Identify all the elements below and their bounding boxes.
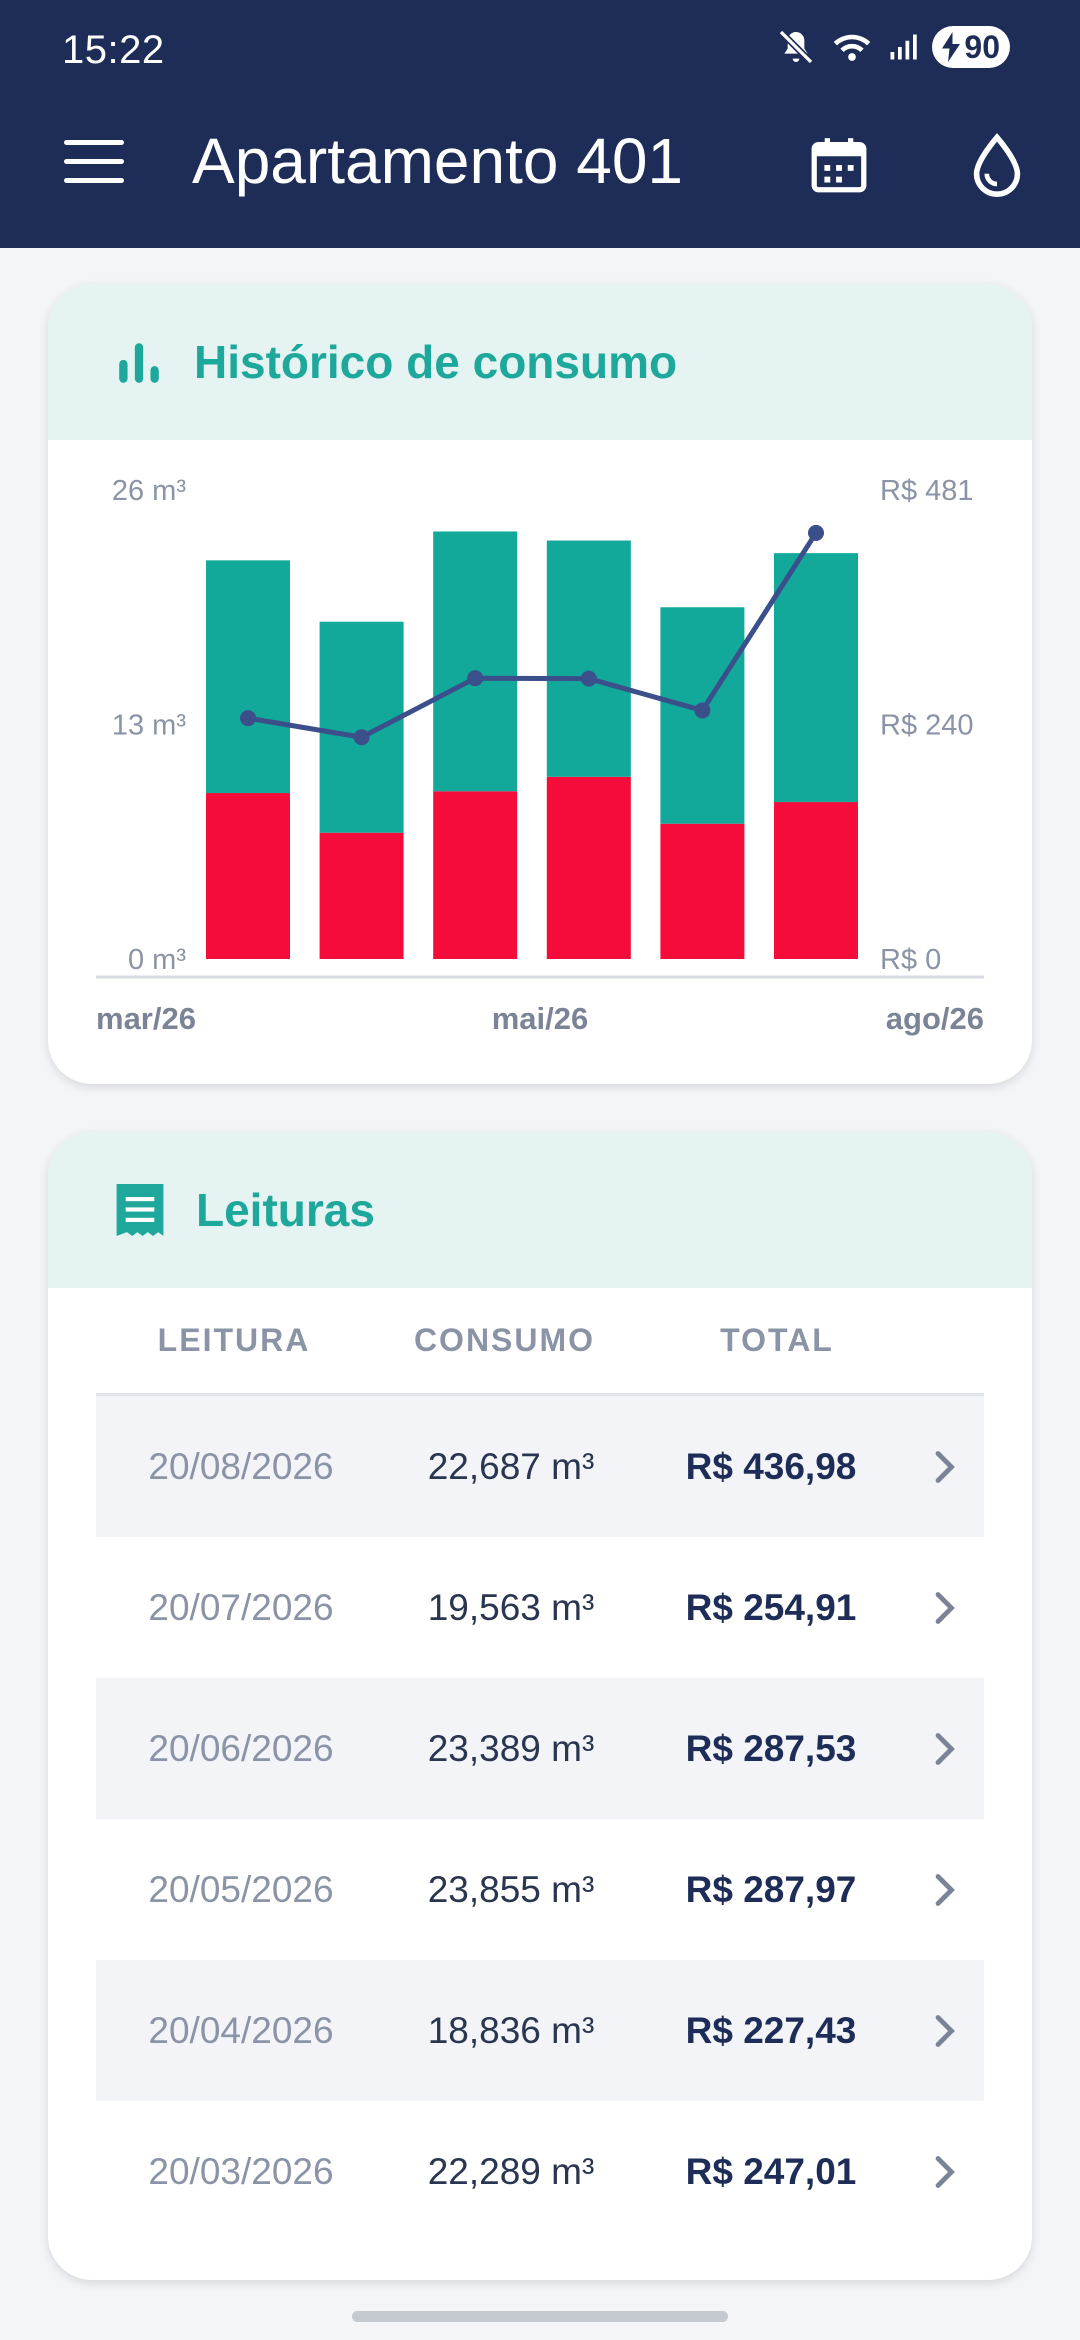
reading-date: 20/05/2026 — [148, 1868, 334, 1910]
mute-icon — [779, 29, 814, 65]
y-right-tick-label: R$ 240 — [880, 710, 974, 742]
reading-consumption: 22,289 m³ — [427, 2150, 595, 2192]
menu-icon[interactable] — [64, 140, 124, 184]
receipt-icon — [116, 1184, 164, 1236]
bar-segment-bottom — [774, 802, 858, 959]
wifi-icon — [834, 34, 871, 61]
bar-segment-top — [774, 553, 858, 803]
status-time: 15:22 — [62, 28, 165, 72]
reading-consumption: 23,855 m³ — [427, 1868, 595, 1910]
bar-segment-bottom — [206, 793, 290, 959]
cost-point — [467, 670, 484, 687]
water-drop-icon[interactable] — [962, 130, 1032, 200]
reading-consumption: 18,836 m³ — [427, 2009, 595, 2051]
column-header-consumption: CONSUMO — [413, 1322, 596, 1358]
page-title: Apartamento 401 — [192, 125, 683, 197]
cost-point — [240, 710, 256, 727]
history-card-header: Histórico de consumo — [48, 284, 1032, 440]
home-indicator[interactable] — [352, 2311, 728, 2322]
charging-icon — [942, 32, 961, 62]
y-right-tick-label: R$ 0 — [880, 944, 941, 976]
table-row[interactable]: 20/08/2026 22,687 m³ R$ 436,98 — [96, 1396, 984, 1537]
reading-consumption: 22,687 m³ — [427, 1445, 595, 1487]
cost-point — [580, 670, 597, 687]
table-row[interactable]: 20/03/2026 22,289 m³ R$ 247,01 — [96, 2101, 984, 2242]
bar-segment-top — [546, 540, 631, 777]
reading-total: R$ 227,43 — [685, 2009, 857, 2051]
bar-segment-bottom — [433, 791, 518, 959]
x-tick-label: mai/26 — [492, 1001, 589, 1036]
bar-segment-bottom — [319, 832, 404, 959]
chevron-right-icon[interactable] — [929, 1731, 959, 1767]
readings-card-header: Leituras — [48, 1132, 1032, 1288]
reading-date: 20/03/2026 — [148, 2150, 334, 2192]
bar-segment-top — [433, 531, 518, 792]
cost-point — [694, 702, 711, 719]
reading-date: 20/06/2026 — [148, 1727, 334, 1769]
battery-level: 90 — [964, 28, 1000, 65]
chevron-right-icon[interactable] — [929, 1872, 959, 1908]
x-tick-label: ago/26 — [886, 1001, 984, 1036]
consumption-history-card: Histórico de consumo 26 m³ 13 m³ 0 m³ R$ 48… — [48, 284, 1032, 1084]
status-icons: 90 — [776, 26, 1010, 68]
y-left-tick-label: 26 m³ — [112, 475, 186, 507]
y-left-tick-label: 0 m³ — [128, 944, 186, 976]
chevron-right-icon[interactable] — [929, 1449, 959, 1485]
cost-point — [353, 729, 370, 746]
x-tick-label: mar/26 — [96, 1001, 196, 1036]
y-right-tick-label: R$ 481 — [880, 475, 974, 507]
chart-canvas: 26 m³ 13 m³ 0 m³ R$ 481 R$ 240 R$ 0 mar/26 mai/… — [96, 475, 984, 1036]
chevron-right-icon[interactable] — [929, 1590, 959, 1626]
chevron-right-icon[interactable] — [929, 2013, 959, 2049]
history-card-title: Histórico de consumo — [194, 336, 678, 388]
table-row[interactable]: 20/05/2026 23,855 m³ R$ 287,97 — [96, 1819, 984, 1960]
y-left-tick-label: 13 m³ — [112, 710, 186, 742]
bar-segment-top — [319, 621, 404, 833]
calendar-icon[interactable] — [804, 130, 874, 200]
table-row[interactable]: 20/07/2026 19,563 m³ R$ 254,91 — [96, 1537, 984, 1678]
reading-consumption: 23,389 m³ — [427, 1727, 595, 1769]
reading-date: 20/08/2026 — [148, 1445, 334, 1487]
column-header-total: TOTAL — [720, 1322, 834, 1358]
readings-card-title: Leituras — [196, 1184, 375, 1236]
reading-date: 20/07/2026 — [148, 1586, 334, 1628]
cost-point — [808, 524, 824, 541]
reading-total: R$ 247,01 — [685, 2150, 857, 2192]
readings-card: Leituras LEITURA CONSUMO TOTAL 20/08/202… — [48, 1132, 1032, 2280]
cost-line — [247, 531, 819, 740]
signal-icon — [890, 34, 918, 60]
bar-segment-top — [206, 560, 290, 794]
reading-total: R$ 287,97 — [685, 1868, 857, 1910]
reading-date: 20/04/2026 — [148, 2009, 334, 2051]
table-row[interactable]: 20/04/2026 18,836 m³ R$ 227,43 — [96, 1960, 984, 2101]
reading-total: R$ 254,91 — [685, 1586, 857, 1628]
app-bar: 15:22 90 Apartamento 401 — [0, 0, 1080, 248]
consumption-chart: 26 m³ 13 m³ 0 m³ R$ 481 R$ 240 R$ 0 mar/26 mai/… — [48, 440, 1032, 1060]
readings-list: 20/08/2026 22,687 m³ R$ 436,98 20/07/202… — [48, 1396, 1032, 2242]
reading-total: R$ 436,98 — [685, 1445, 857, 1487]
column-header-reading: LEITURA — [157, 1322, 311, 1358]
bar-chart-icon — [119, 343, 159, 383]
reading-consumption: 19,563 m³ — [427, 1586, 595, 1628]
table-row[interactable]: 20/06/2026 23,389 m³ R$ 287,53 — [96, 1678, 984, 1819]
battery-indicator: 90 — [932, 26, 1010, 68]
bar-segment-bottom — [546, 776, 631, 959]
bar-segment-bottom — [660, 823, 745, 959]
table-header: LEITURA CONSUMO TOTAL — [96, 1288, 984, 1396]
reading-total: R$ 287,53 — [685, 1727, 857, 1769]
chevron-right-icon[interactable] — [929, 2154, 959, 2190]
